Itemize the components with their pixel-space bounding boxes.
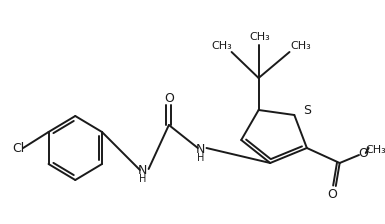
Text: CH₃: CH₃ — [212, 41, 232, 51]
Text: H: H — [139, 174, 147, 184]
Text: O: O — [358, 146, 368, 159]
Text: S: S — [303, 103, 311, 116]
Text: CH₃: CH₃ — [249, 32, 270, 42]
Text: CH₃: CH₃ — [365, 145, 385, 155]
Text: O: O — [327, 187, 337, 200]
Text: CH₃: CH₃ — [291, 41, 311, 51]
Text: N: N — [196, 142, 206, 155]
Text: N: N — [138, 164, 147, 177]
Text: H: H — [197, 153, 204, 163]
Text: O: O — [164, 91, 174, 105]
Text: Cl: Cl — [12, 142, 25, 155]
